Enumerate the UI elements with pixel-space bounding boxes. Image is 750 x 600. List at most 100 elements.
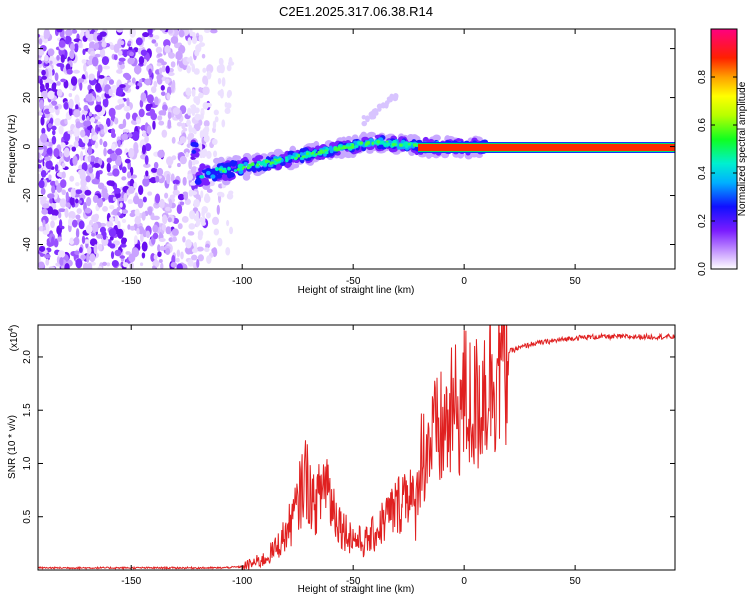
noise-blob: [159, 245, 166, 251]
noise-blob: [73, 237, 80, 243]
noise-blob: [110, 128, 116, 135]
steady-line-core: [418, 144, 675, 151]
noise-blob: [44, 254, 51, 259]
track-blob: [359, 141, 363, 145]
noise-blob: [196, 258, 200, 268]
noise-blob: [210, 29, 218, 34]
track-blob: [367, 131, 376, 138]
noise-blob: [122, 49, 128, 58]
colorbar-ticks: 0.0 0.2 0.4 0.6 0.8: [697, 70, 737, 276]
noise-blob: [190, 166, 198, 175]
noise-blob: [69, 237, 75, 245]
noise-blob: [182, 236, 186, 243]
noise-blob: [179, 136, 187, 144]
noise-blob: [121, 176, 127, 181]
track-blob: [236, 168, 240, 171]
noise-blob: [108, 216, 114, 223]
haze-blob: [216, 64, 223, 74]
noise-blob: [188, 159, 193, 170]
noise-blob: [144, 143, 152, 152]
haze-blob: [191, 63, 196, 73]
noise-blob: [165, 156, 174, 166]
noise-blob: [88, 112, 93, 117]
noise-blob: [76, 208, 82, 214]
colorbar-tick-label: 0.0: [697, 262, 708, 276]
noise-blob: [64, 207, 69, 218]
track-blob: [346, 146, 350, 149]
noise-blob: [115, 91, 120, 96]
track-blob: [263, 162, 267, 166]
noise-blob: [118, 57, 126, 62]
noise-blob: [93, 162, 101, 169]
noise-blob: [141, 241, 148, 252]
track-blob: [230, 160, 237, 167]
x-tick-label: 50: [570, 576, 582, 587]
noise-blob: [96, 96, 102, 102]
noise-blob: [147, 29, 153, 36]
track-blob: [372, 141, 378, 145]
y-tick-label: 1.5: [22, 403, 33, 417]
noise-blob: [121, 218, 127, 224]
track-blob: [407, 143, 411, 146]
noise-blob: [96, 34, 103, 41]
noise-blob: [82, 48, 86, 56]
y-tick-label: 0.5: [22, 509, 33, 523]
noise-blob: [119, 63, 125, 70]
haze-blob: [225, 246, 231, 256]
noise-blob: [45, 81, 50, 90]
haze-blob: [203, 194, 211, 204]
track-blob: [234, 155, 242, 161]
noise-blob: [41, 75, 47, 80]
noise-blob: [167, 71, 175, 77]
colorbar-label: Normalized spectral amplitude: [737, 81, 748, 216]
noise-blob: [171, 237, 178, 242]
track-blob: [205, 170, 211, 176]
noise-blob: [161, 224, 167, 231]
spectrogram-y-label: Frequency (Hz): [7, 115, 18, 184]
noise-blob: [156, 62, 162, 67]
noise-blob: [58, 208, 66, 213]
noise-blob: [106, 162, 111, 173]
haze-blob: [194, 49, 200, 57]
noise-blob: [108, 79, 115, 85]
noise-blob: [56, 88, 63, 97]
noise-blob: [87, 262, 93, 269]
noise-blob: [138, 185, 144, 196]
haze-blob: [186, 65, 191, 74]
noise-blob: [96, 70, 101, 81]
haze-blob: [193, 129, 197, 135]
noise-blob: [153, 80, 158, 88]
haze-blob: [186, 119, 191, 127]
noise-blob: [87, 146, 93, 156]
noise-blob: [119, 84, 126, 88]
noise-blob: [127, 132, 133, 138]
haze-blob: [226, 64, 232, 72]
noise-blob: [154, 35, 160, 40]
noise-blob: [127, 199, 134, 205]
noise-blob: [172, 179, 180, 185]
noise-blob: [101, 236, 109, 247]
noise-blob: [171, 136, 176, 144]
noise-blob: [94, 42, 100, 50]
noise-blob: [156, 167, 164, 176]
noise-blob: [103, 147, 107, 157]
noise-blob: [68, 92, 73, 98]
haze-blob: [227, 89, 233, 97]
noise-blob: [126, 171, 132, 179]
noise-blob: [75, 189, 83, 195]
haze-blob: [202, 129, 209, 137]
noise-blob: [94, 115, 101, 120]
track-blob: [385, 140, 389, 143]
track-blob: [261, 165, 269, 172]
noise-blob: [63, 131, 71, 142]
haze-blob: [229, 226, 234, 235]
noise-blob: [176, 263, 183, 269]
noise-blob: [59, 257, 64, 266]
noise-blob: [75, 258, 83, 269]
track-blob: [322, 151, 325, 154]
noise-blob: [29, 72, 36, 81]
noise-blob: [154, 96, 159, 106]
noise-blob: [81, 162, 88, 172]
spectrogram-y-ticks: -40 -20 0 20 40: [22, 43, 675, 252]
